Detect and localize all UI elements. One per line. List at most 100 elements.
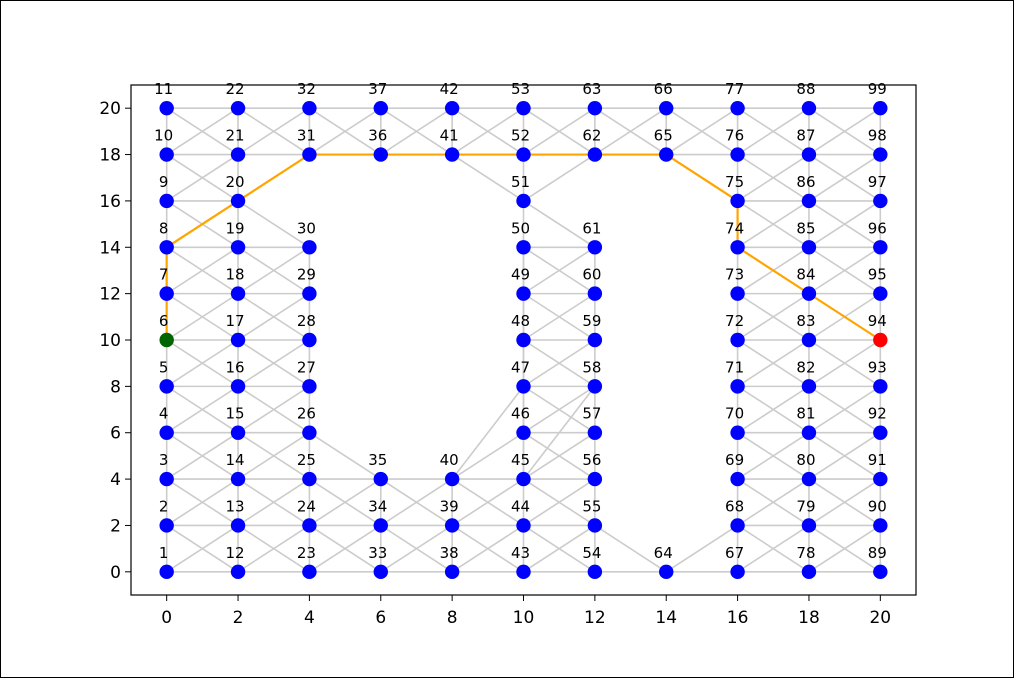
node-label-99: 99 bbox=[868, 80, 887, 98]
edge-20-30 bbox=[237, 200, 310, 248]
edge-73-83 bbox=[737, 292, 810, 341]
node-95 bbox=[873, 286, 888, 301]
edge-72-82 bbox=[737, 339, 810, 388]
edge-37-41 bbox=[380, 107, 453, 156]
node-9 bbox=[159, 193, 174, 209]
edge-71-81 bbox=[737, 385, 810, 434]
node-92 bbox=[873, 425, 888, 440]
edge-7-17 bbox=[166, 292, 239, 341]
node-label-83: 83 bbox=[796, 312, 815, 330]
edge-53-62 bbox=[523, 107, 596, 156]
node-70 bbox=[730, 425, 745, 440]
y-tick-label-12: 12 bbox=[99, 285, 121, 305]
node-label-43: 43 bbox=[511, 544, 530, 562]
node-label-38: 38 bbox=[440, 544, 459, 562]
node-label-23: 23 bbox=[297, 544, 316, 562]
edge-88-98 bbox=[808, 107, 881, 156]
node-64 bbox=[659, 564, 674, 580]
edge-83-93 bbox=[808, 339, 881, 388]
node-label-79: 79 bbox=[796, 497, 815, 515]
path-layer bbox=[165, 153, 881, 341]
node-label-54: 54 bbox=[582, 544, 601, 562]
node-label-81: 81 bbox=[796, 405, 815, 423]
node-97 bbox=[873, 193, 888, 209]
x-tick-label-20: 20 bbox=[869, 608, 891, 628]
node-88 bbox=[801, 100, 817, 116]
node-label-60: 60 bbox=[582, 266, 601, 284]
node-label-5: 5 bbox=[159, 358, 169, 376]
node-label-18: 18 bbox=[225, 266, 244, 284]
node-16 bbox=[230, 379, 246, 394]
edge-32-36 bbox=[308, 107, 382, 156]
node-4 bbox=[159, 425, 174, 440]
node-12 bbox=[230, 564, 246, 580]
edge-39-43 bbox=[451, 524, 524, 573]
node-label-53: 53 bbox=[511, 80, 530, 98]
node-72 bbox=[730, 332, 745, 348]
x-tick-label-18: 18 bbox=[798, 608, 820, 628]
node-label-82: 82 bbox=[796, 358, 815, 376]
node-label-16: 16 bbox=[225, 358, 244, 376]
node-48 bbox=[516, 332, 531, 348]
node-45 bbox=[516, 471, 531, 487]
node-label-89: 89 bbox=[868, 544, 887, 562]
y-tick-label-6: 6 bbox=[110, 424, 121, 444]
node-label-63: 63 bbox=[582, 80, 601, 98]
node-35 bbox=[373, 471, 388, 487]
node-8 bbox=[159, 240, 174, 255]
node-label-26: 26 bbox=[297, 405, 316, 423]
edge-55-64 bbox=[594, 524, 667, 573]
node-label-9: 9 bbox=[159, 173, 169, 191]
edge-25-34 bbox=[308, 478, 382, 527]
node-label-44: 44 bbox=[511, 497, 530, 515]
node-32 bbox=[302, 100, 317, 116]
edge-87-97 bbox=[808, 153, 881, 202]
node-59 bbox=[587, 332, 603, 348]
node-83 bbox=[801, 332, 817, 348]
node-58 bbox=[587, 379, 603, 394]
y-tick-label-4: 4 bbox=[110, 470, 121, 490]
node-label-51: 51 bbox=[511, 173, 530, 191]
edge-77-87 bbox=[737, 107, 810, 156]
edge-8-18 bbox=[166, 246, 239, 295]
node-label-70: 70 bbox=[725, 405, 744, 423]
node-label-52: 52 bbox=[511, 127, 530, 145]
node-label-59: 59 bbox=[582, 312, 601, 330]
node-label-27: 27 bbox=[297, 358, 316, 376]
edge-68-78 bbox=[737, 524, 810, 573]
edge-70-80 bbox=[737, 432, 810, 480]
node-label-39: 39 bbox=[440, 497, 459, 515]
edge-75-85 bbox=[737, 200, 810, 248]
edge-16-26 bbox=[237, 385, 310, 434]
node-label-75: 75 bbox=[725, 173, 744, 191]
node-label-93: 93 bbox=[868, 358, 887, 376]
y-tick-label-0: 0 bbox=[110, 563, 121, 583]
node-label-74: 74 bbox=[725, 219, 744, 237]
edge-64-68 bbox=[665, 524, 739, 573]
node-label-7: 7 bbox=[159, 266, 169, 284]
node-99 bbox=[873, 100, 888, 116]
node-label-28: 28 bbox=[297, 312, 316, 330]
node-label-86: 86 bbox=[796, 173, 815, 191]
node-36 bbox=[373, 147, 388, 162]
node-2 bbox=[159, 518, 174, 533]
node-label-46: 46 bbox=[511, 405, 530, 423]
node-label-31: 31 bbox=[297, 127, 316, 145]
node-label-94: 94 bbox=[868, 312, 887, 330]
node-label-36: 36 bbox=[368, 127, 387, 145]
node-79 bbox=[801, 518, 817, 533]
node-26 bbox=[302, 425, 317, 440]
node-label-4: 4 bbox=[159, 405, 169, 423]
node-label-8: 8 bbox=[159, 219, 169, 237]
node-label-33: 33 bbox=[368, 544, 387, 562]
node-71 bbox=[730, 379, 745, 394]
node-40 bbox=[444, 471, 460, 487]
node-93 bbox=[873, 379, 888, 394]
node-53 bbox=[516, 100, 531, 116]
node-86 bbox=[801, 193, 817, 209]
node-label-97: 97 bbox=[868, 173, 887, 191]
node-24 bbox=[302, 518, 317, 533]
node-15 bbox=[230, 425, 246, 440]
node-label-98: 98 bbox=[868, 127, 887, 145]
shortest-path-line bbox=[165, 153, 881, 341]
